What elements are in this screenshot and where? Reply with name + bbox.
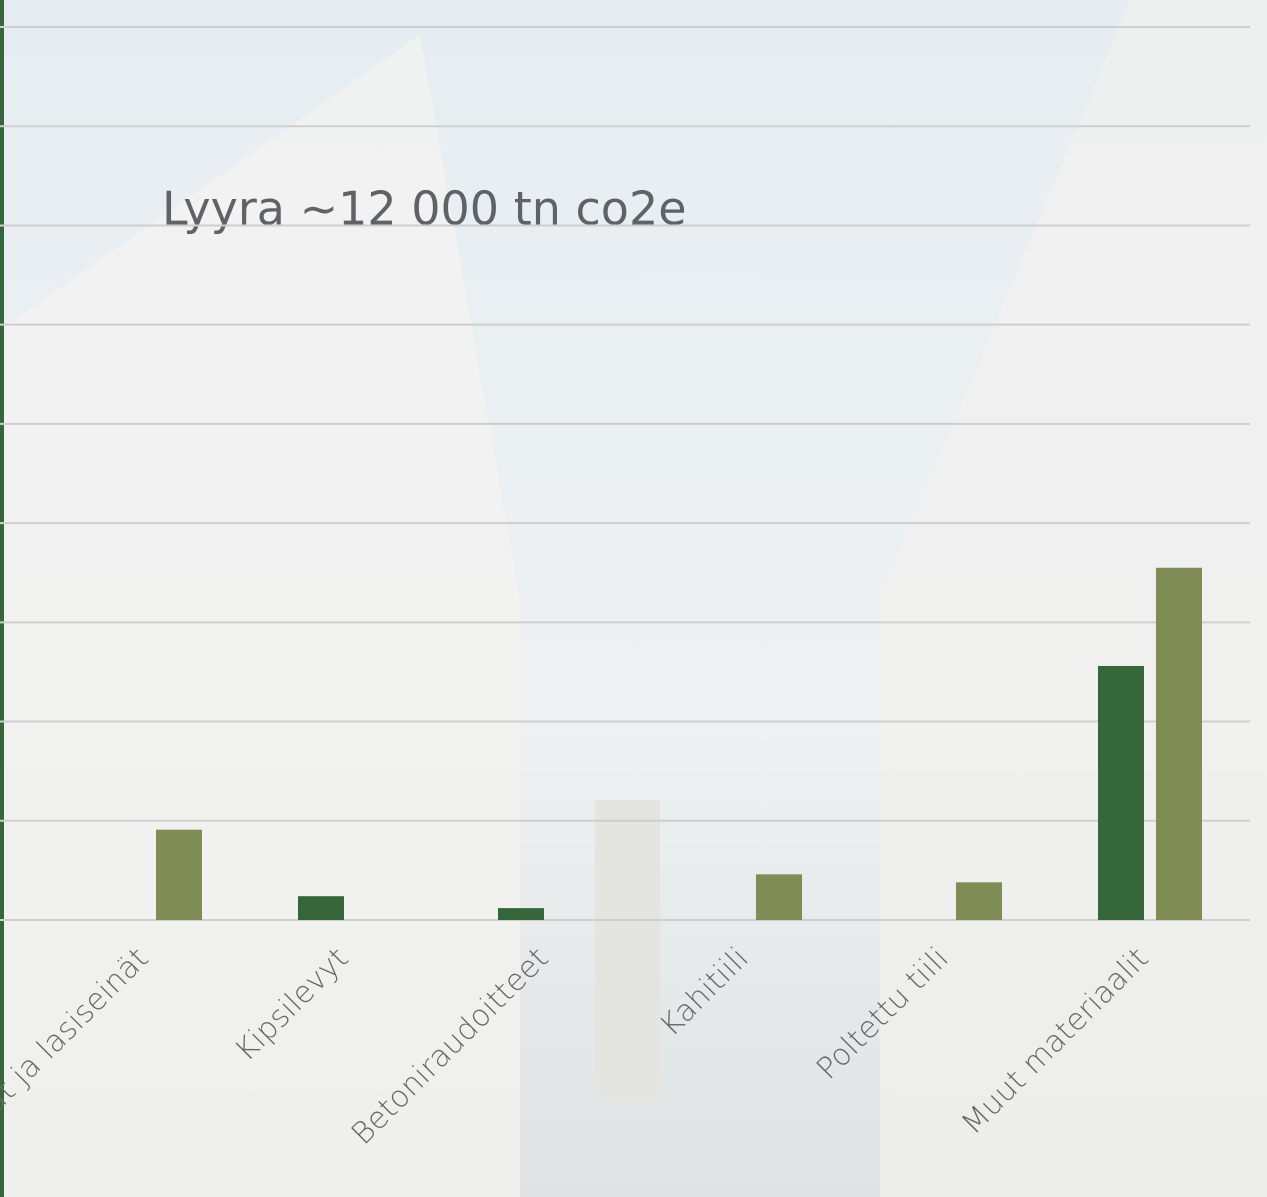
tower — [595, 800, 660, 1100]
bar — [1156, 567, 1202, 920]
bar — [156, 829, 202, 920]
bar — [1098, 665, 1144, 920]
bar — [756, 874, 802, 920]
chart-title: Lyyra ~12 000 tn co2e — [162, 182, 687, 236]
edge-strip — [0, 0, 4, 1197]
bar — [498, 908, 544, 920]
bar — [298, 896, 344, 920]
bar — [956, 882, 1002, 920]
